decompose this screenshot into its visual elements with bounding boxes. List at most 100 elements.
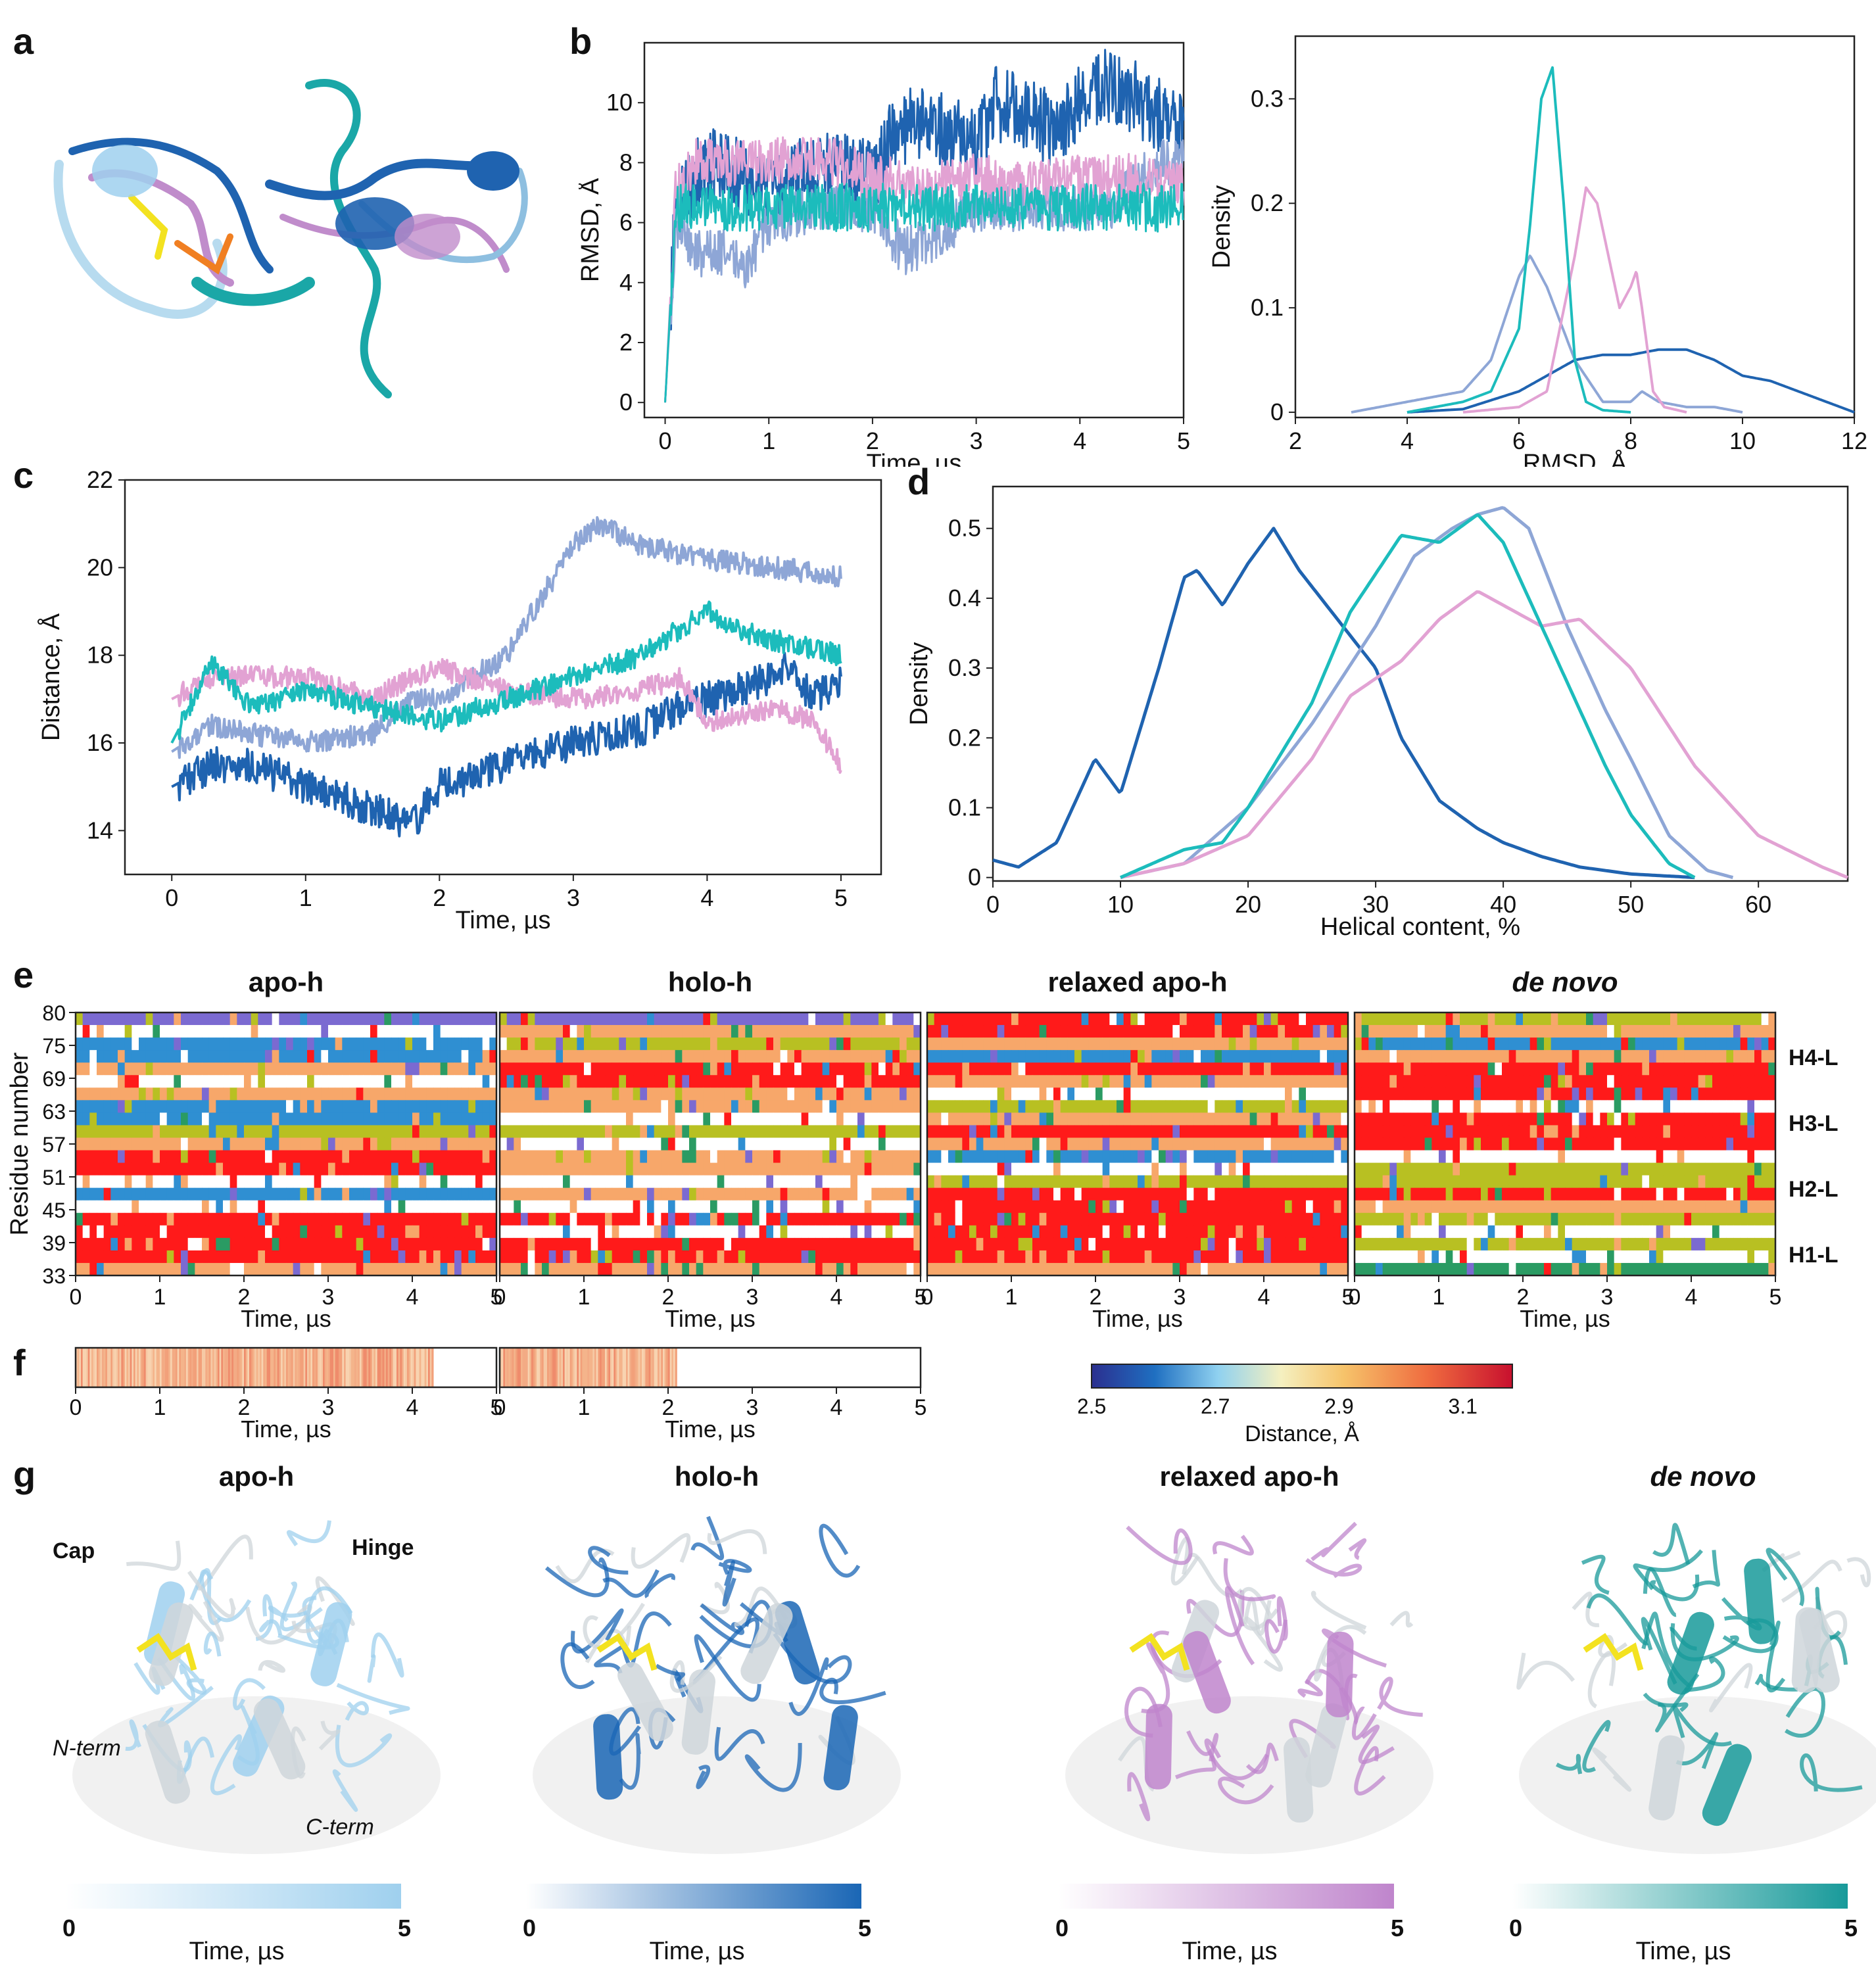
heat-cell xyxy=(1684,1075,1692,1088)
heat-cell xyxy=(619,1262,627,1276)
heat-cell xyxy=(1172,1112,1180,1126)
heat-cell xyxy=(1285,1087,1293,1101)
heat-cell xyxy=(1466,1037,1474,1051)
heat-cell xyxy=(675,1137,683,1151)
heat-cell xyxy=(590,1225,598,1239)
heat-cell xyxy=(398,1212,406,1226)
heat-cell xyxy=(272,1200,279,1214)
heat-cell xyxy=(187,1087,195,1101)
heat-cell xyxy=(335,1262,343,1276)
heat-cell xyxy=(1306,1025,1314,1038)
heat-cell xyxy=(1278,1200,1286,1214)
heat-cell xyxy=(1487,1162,1495,1176)
heat-cell xyxy=(1733,1100,1741,1113)
heat-cell xyxy=(391,1250,399,1264)
heat-cell xyxy=(1025,1125,1033,1138)
heat-cell xyxy=(1320,1062,1328,1076)
heat-cell xyxy=(1257,1162,1264,1176)
heat-cell xyxy=(419,1200,427,1214)
heat-cell xyxy=(377,1075,385,1088)
heat-cell xyxy=(187,1125,195,1138)
heat-cell xyxy=(139,1187,147,1201)
heat-cell xyxy=(181,1212,189,1226)
heat-cell xyxy=(1291,1125,1299,1138)
heat-cell xyxy=(103,1037,111,1051)
heat-cell xyxy=(1698,1050,1706,1063)
heat-cell xyxy=(1151,1012,1159,1026)
heat-cell xyxy=(1180,1125,1188,1138)
heat-cell xyxy=(633,1037,640,1051)
heat-cell xyxy=(1368,1200,1376,1214)
heat-cell xyxy=(745,1150,753,1164)
heat-cell xyxy=(1109,1100,1117,1113)
heat-cell xyxy=(1453,1075,1460,1088)
heat-cell xyxy=(1439,1075,1447,1088)
heat-cell xyxy=(1327,1100,1335,1113)
heat-cell xyxy=(1270,1250,1278,1264)
heat-cell xyxy=(506,1012,514,1026)
heat-cell xyxy=(1201,1062,1209,1076)
heat-cell xyxy=(787,1037,795,1051)
heat-cell xyxy=(1088,1087,1096,1101)
heat-cell xyxy=(1151,1225,1159,1239)
heat-cell xyxy=(1382,1100,1390,1113)
heat-cell xyxy=(514,1212,521,1226)
heat-cell xyxy=(139,1025,147,1038)
heat-cell xyxy=(426,1137,434,1151)
heat-cell xyxy=(187,1025,195,1038)
heat-cell xyxy=(640,1212,648,1226)
heat-cell xyxy=(1389,1162,1397,1176)
heat-cell xyxy=(258,1012,266,1026)
heat-cell xyxy=(766,1162,774,1176)
heat-cell xyxy=(110,1175,118,1189)
heat-cell xyxy=(489,1062,497,1076)
heat-cell xyxy=(934,1162,942,1176)
heat-cell xyxy=(703,1250,711,1264)
heat-cell xyxy=(548,1050,556,1063)
heat-cell xyxy=(542,1025,550,1038)
heat-cell xyxy=(321,1087,329,1101)
heat-cell xyxy=(1144,1100,1152,1113)
heat-cell xyxy=(1186,1237,1194,1251)
heat-cell xyxy=(1726,1087,1734,1101)
heat-cell xyxy=(468,1237,476,1251)
heat-cell xyxy=(892,1050,900,1063)
heat-cell xyxy=(808,1062,816,1076)
heat-cell xyxy=(710,1162,718,1176)
heat-cell xyxy=(983,1075,991,1088)
heat-cell xyxy=(1222,1212,1230,1226)
heat-cell xyxy=(1011,1175,1019,1189)
heat-cell xyxy=(626,1025,634,1038)
heat-cell xyxy=(1060,1075,1068,1088)
heat-cell xyxy=(82,1062,90,1076)
heat-cell xyxy=(1299,1162,1307,1176)
heat-cell xyxy=(794,1187,802,1201)
heat-cell xyxy=(279,1175,287,1189)
heat-cell xyxy=(1236,1087,1243,1101)
heat-cell xyxy=(738,1200,746,1214)
heat-cell xyxy=(1768,1025,1776,1038)
heat-cell xyxy=(1635,1100,1643,1113)
heat-cell xyxy=(82,1200,90,1214)
heat-cell xyxy=(1228,1087,1236,1101)
heat-cell xyxy=(514,1050,521,1063)
heat-cell xyxy=(506,1212,514,1226)
heat-cell xyxy=(244,1075,252,1088)
heat-cell xyxy=(1088,1225,1096,1239)
heat-cell xyxy=(1368,1225,1376,1239)
heat-cell xyxy=(590,1062,598,1076)
heat-cell xyxy=(948,1162,956,1176)
heat-cell xyxy=(1130,1150,1138,1164)
heat-cell xyxy=(1418,1200,1426,1214)
heat-cell xyxy=(619,1037,627,1051)
heat-cell xyxy=(1565,1112,1573,1126)
heat-cell xyxy=(1053,1100,1061,1113)
heat-cell xyxy=(563,1225,571,1239)
heat-cell xyxy=(1215,1150,1222,1164)
heat-cell xyxy=(370,1187,378,1201)
heat-cell xyxy=(1565,1150,1573,1164)
heat-cell xyxy=(1677,1162,1685,1176)
heat-cell xyxy=(717,1100,725,1113)
heat-cell xyxy=(272,1237,279,1251)
